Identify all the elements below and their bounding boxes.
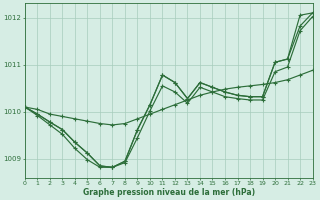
X-axis label: Graphe pression niveau de la mer (hPa): Graphe pression niveau de la mer (hPa) — [83, 188, 255, 197]
